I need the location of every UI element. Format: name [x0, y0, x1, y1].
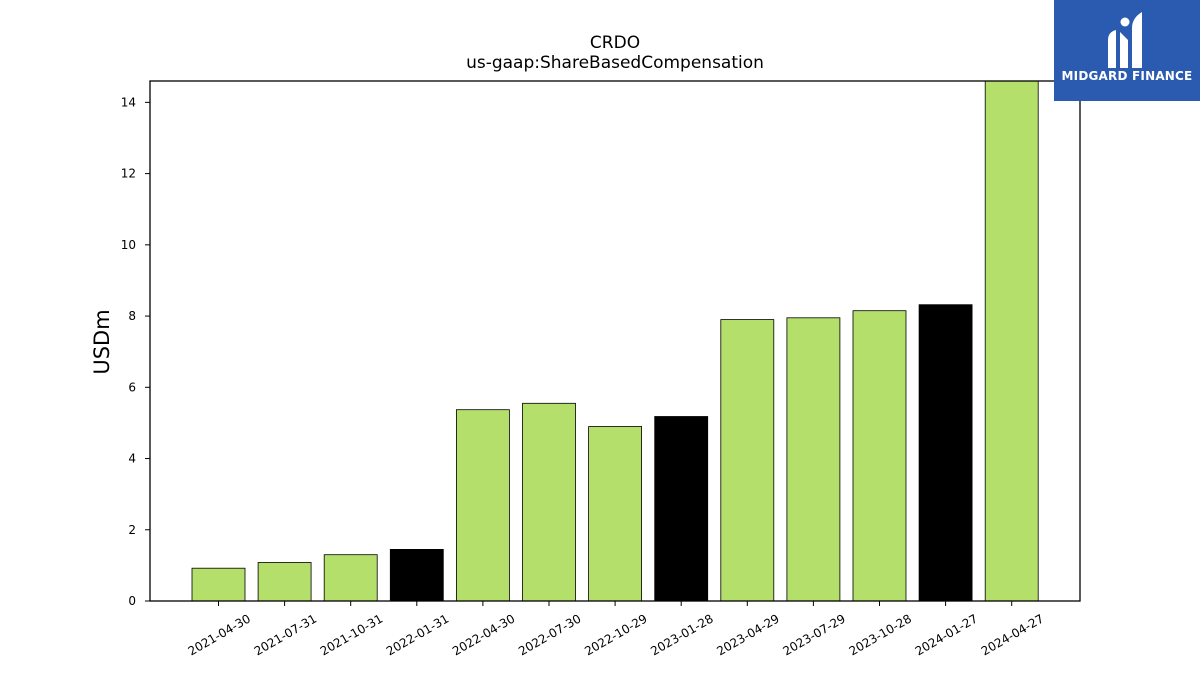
- bar-2021-04-30: [191, 567, 246, 602]
- bar-2023-10-28: [852, 310, 907, 602]
- bar-2022-10-29: [588, 426, 642, 602]
- y-axis-label: USDm: [90, 309, 114, 374]
- bar-2022-04-30: [455, 409, 510, 602]
- bar-2021-07-31: [257, 562, 312, 602]
- bars-group: [191, 80, 1039, 602]
- y-tick-label: 6: [128, 380, 136, 394]
- midgard-m-logo-icon: [1108, 12, 1142, 68]
- x-tick-label: 2023-01-28: [648, 611, 715, 658]
- x-tick-label: 2023-10-28: [847, 611, 914, 658]
- chart-subtitle: us-gaap:ShareBasedCompensation: [466, 53, 764, 73]
- bar-2021-10-31: [323, 554, 378, 602]
- x-tick-label: 2022-04-30: [450, 611, 517, 658]
- bar-2022-01-31: [389, 549, 444, 602]
- x-tick-label: 2021-04-30: [186, 611, 253, 658]
- x-tick-label: 2023-04-29: [714, 611, 781, 658]
- bar-2023-04-29: [720, 319, 775, 602]
- y-axis: 0 2 4 6 8 10 12 14: [121, 95, 150, 608]
- plot-frame: [149, 80, 1081, 602]
- x-tick-label: 2023-07-29: [780, 611, 847, 658]
- bar-2023-01-28: [654, 416, 709, 602]
- bar-2022-07-30: [522, 402, 576, 602]
- midgard-finance-logo: MIDGARD FINANCE: [1054, 0, 1200, 101]
- x-tick-label: 2022-10-29: [582, 611, 649, 658]
- bar-2024-01-27: [918, 304, 973, 602]
- y-tick-label: 12: [121, 167, 136, 181]
- x-tick-label: 2024-01-27: [913, 611, 980, 658]
- x-tick-label: 2022-01-31: [384, 611, 451, 658]
- x-axis: 2021-04-302021-07-312021-10-312022-01-31…: [186, 601, 1046, 658]
- y-tick-label: 10: [121, 238, 136, 252]
- y-tick-label: 0: [128, 594, 136, 608]
- y-tick-label: 8: [128, 309, 136, 323]
- bar-2024-04-27: [984, 80, 1039, 602]
- x-tick-label: 2021-10-31: [318, 611, 385, 658]
- x-tick-label: 2021-07-31: [252, 611, 319, 658]
- chart-title: CRDO: [590, 33, 640, 53]
- bar-2023-07-29: [786, 317, 841, 602]
- x-tick-label: 2022-07-30: [516, 611, 583, 658]
- y-tick-label: 14: [121, 95, 136, 109]
- logo-text: MIDGARD FINANCE: [1061, 69, 1193, 83]
- y-tick-label: 4: [128, 452, 136, 466]
- y-tick-label: 2: [128, 523, 136, 537]
- x-tick-label: 2024-04-27: [979, 611, 1046, 658]
